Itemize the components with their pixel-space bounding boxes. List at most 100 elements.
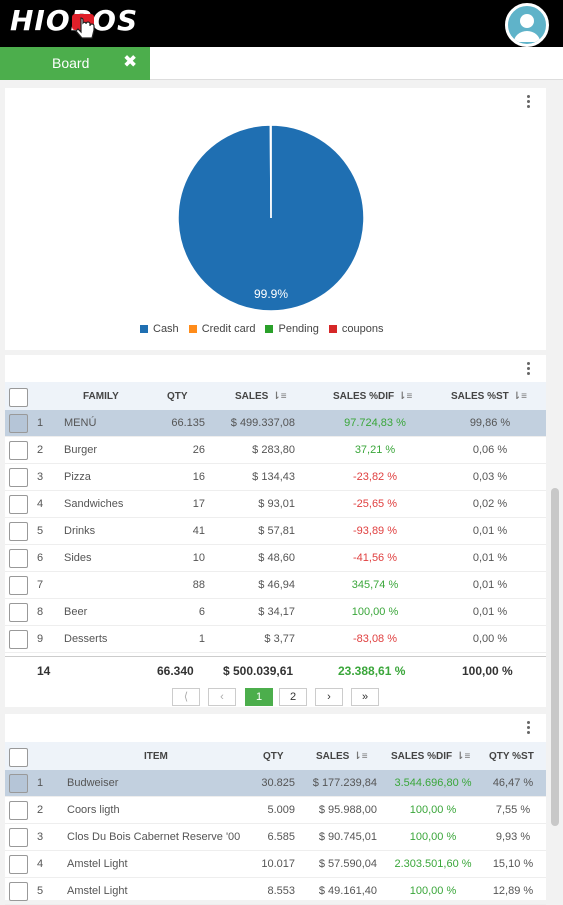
more-options-icon[interactable]	[523, 720, 535, 736]
qty-value: 6	[198, 606, 205, 618]
row-checkbox[interactable]	[9, 855, 28, 874]
hiopos-logo[interactable]: HIOPOS	[10, 6, 222, 39]
qty-value: 10.017	[261, 858, 295, 870]
qty-value: 1	[198, 633, 205, 645]
family-name: Sides	[64, 552, 92, 564]
next-page-button[interactable]: ›	[315, 688, 343, 706]
sales-dif-value: 2.303.501,60 %	[394, 858, 472, 870]
row-checkbox[interactable]	[9, 882, 28, 901]
sales-dif-value: 37,21 %	[354, 444, 396, 456]
tab-board[interactable]: Board ✖	[0, 47, 150, 80]
column-header-qty[interactable]: QTY	[167, 391, 188, 402]
column-header-sales[interactable]: SALES ⇂≡	[316, 751, 368, 762]
family-name: Burger	[64, 444, 98, 456]
row-checkbox[interactable]	[9, 522, 28, 541]
item-name: Clos Du Bois Cabernet Reserve '00	[67, 831, 241, 843]
pie-slice-coupons[interactable]	[269, 124, 272, 219]
sales-dif-value: -93,89 %	[352, 525, 398, 537]
sales-value: $ 3,77	[264, 633, 295, 645]
page-2-button[interactable]: 2	[279, 688, 307, 706]
sales-dif-value: 100,00 %	[409, 804, 457, 816]
row-number: 5	[37, 525, 44, 537]
more-options-icon[interactable]	[523, 94, 535, 110]
last-page-button[interactable]: »	[351, 688, 379, 706]
table-row[interactable]: 3 Pizza 16 $ 134,43 -23,82 % 0,03 %	[5, 464, 546, 491]
sales-value: $ 93,01	[258, 498, 295, 510]
legend-item[interactable]: Credit card	[188, 323, 256, 335]
totals-row: 14 66.340 $ 500.039,61 23.388,61 % 100,0…	[5, 656, 546, 684]
legend-label: Cash	[153, 323, 179, 335]
row-checkbox[interactable]	[9, 576, 28, 595]
qty-value: 5.009	[267, 804, 295, 816]
page-1-button[interactable]: 1	[245, 688, 273, 706]
sort-icon[interactable]: ⇂≡	[512, 391, 528, 402]
total-count: 14	[37, 664, 51, 678]
column-header-sales-st[interactable]: SALES %ST ⇂≡	[451, 391, 527, 402]
column-header-sales-dif[interactable]: SALES %DIF ⇂≡	[333, 391, 412, 402]
column-header-qty[interactable]: QTY	[263, 751, 284, 762]
table-row[interactable]: 3 Clos Du Bois Cabernet Reserve '00 6.585 $…	[5, 824, 546, 851]
sales-st-value: 0,01 %	[472, 525, 508, 537]
sales-value: $ 134,43	[252, 471, 295, 483]
qty-value: 41	[192, 525, 205, 537]
row-checkbox[interactable]	[9, 441, 28, 460]
row-checkbox[interactable]	[9, 603, 28, 622]
legend-item[interactable]: Pending	[265, 323, 319, 335]
prev-page-button[interactable]: ‹	[208, 688, 236, 706]
sort-icon[interactable]: ⇂≡	[353, 751, 368, 762]
table-row[interactable]: 5 Drinks 41 $ 57,81 -93,89 % 0,01 %	[5, 518, 546, 545]
row-checkbox[interactable]	[9, 828, 28, 847]
table-header: FAMILY QTY SALES ⇂≡ SALES %DIF ⇂≡ SALES %S…	[5, 382, 546, 412]
table-row[interactable]: 9 Desserts 1 $ 3,77 -83,08 % 0,00 %	[5, 626, 546, 653]
row-checkbox[interactable]	[9, 630, 28, 649]
table-row[interactable]: 7 88 $ 46,94 345,74 % 0,01 %	[5, 572, 546, 599]
sales-dif-value: -83,08 %	[352, 633, 398, 645]
header-text: SALES	[235, 391, 269, 402]
sales-value: $ 57,81	[258, 525, 295, 537]
qty-value: 8.553	[267, 885, 295, 897]
table-row[interactable]: 1 Budweiser 30.825 $ 177.239,84 3.544.696,80…	[5, 770, 546, 797]
select-all-checkbox[interactable]	[9, 748, 28, 767]
row-number: 9	[37, 633, 44, 645]
table-row[interactable]: 1 MENÚ 66.135 $ 499.337,08 97.724,83 % 99,86 …	[5, 410, 546, 437]
sort-icon[interactable]: ⇂≡	[398, 391, 413, 402]
table-row[interactable]: 2 Coors ligth 5.009 $ 95.988,00 100,00 % 7,55…	[5, 797, 546, 824]
row-checkbox[interactable]	[9, 801, 28, 820]
table-row[interactable]: 4 Amstel Light 10.017 $ 57.590,04 2.303.501,…	[5, 851, 546, 878]
column-header-item[interactable]: ITEM	[144, 751, 168, 762]
sales-value: $ 46,94	[258, 579, 295, 591]
sales-value: $ 499.337,08	[230, 417, 295, 429]
qty-st-value: 7,55 %	[495, 804, 531, 816]
sort-icon[interactable]: ⇂≡	[272, 391, 287, 402]
table-row[interactable]: 6 Sides 10 $ 48,60 -41,56 % 0,01 %	[5, 545, 546, 572]
row-checkbox[interactable]	[9, 549, 28, 568]
more-options-icon[interactable]	[523, 361, 535, 377]
scrollbar[interactable]	[551, 488, 559, 826]
row-checkbox[interactable]	[9, 468, 28, 487]
column-header-sales-dif[interactable]: SALES %DIF ⇂≡	[391, 751, 470, 762]
table-row[interactable]: 8 Beer 6 $ 34,17 100,00 % 0,01 %	[5, 599, 546, 626]
column-header-sales[interactable]: SALES ⇂≡	[235, 391, 287, 402]
legend-item[interactable]: coupons	[328, 323, 383, 335]
table-row[interactable]: 2 Burger 26 $ 283,80 37,21 % 0,06 %	[5, 437, 546, 464]
table-row[interactable]: 4 Sandwiches 17 $ 93,01 -25,65 % 0,02 %	[5, 491, 546, 518]
close-icon[interactable]: ✖	[123, 52, 138, 71]
table-row[interactable]: 5 Amstel Light 8.553 $ 49.161,40 100,00 % 12,…	[5, 878, 546, 905]
column-header-qty-st[interactable]: QTY %ST	[489, 751, 534, 762]
qty-st-value: 12,89 %	[492, 885, 534, 897]
column-header-family[interactable]: FAMILY	[83, 391, 119, 402]
sales-dif-value: -23,82 %	[352, 471, 398, 483]
row-checkbox[interactable]	[9, 414, 28, 433]
legend-swatch	[188, 325, 197, 333]
item-name: Coors ligth	[67, 804, 120, 816]
select-all-checkbox[interactable]	[9, 388, 28, 407]
legend-item[interactable]: Cash	[140, 323, 179, 335]
user-avatar[interactable]	[505, 3, 549, 47]
legend-label: Credit card	[201, 323, 256, 335]
first-page-button[interactable]: ⟨	[172, 688, 200, 706]
sort-icon[interactable]: ⇂≡	[456, 751, 471, 762]
header-text: SALES %DIF	[333, 391, 395, 402]
sales-value: $ 57.590,04	[318, 858, 377, 870]
row-checkbox[interactable]	[9, 495, 28, 514]
row-checkbox[interactable]	[9, 774, 28, 793]
